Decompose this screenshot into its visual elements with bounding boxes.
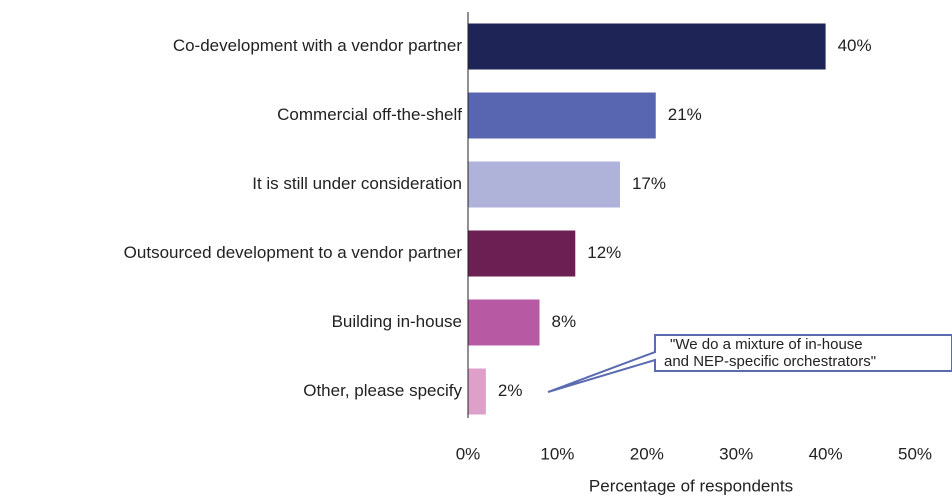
bar xyxy=(468,230,576,277)
x-tick-label: 40% xyxy=(809,444,843,463)
x-tick-label: 30% xyxy=(719,444,753,463)
value-label: 8% xyxy=(552,312,577,331)
value-label: 17% xyxy=(632,174,666,193)
y-tick-label: Co-development with a vendor partner xyxy=(173,36,462,55)
y-tick-label: Commercial off-the-shelf xyxy=(277,105,462,124)
bar xyxy=(468,92,656,139)
value-label: 21% xyxy=(668,105,702,124)
value-label: 40% xyxy=(838,36,872,55)
bar xyxy=(468,368,486,415)
y-tick-label: It is still under consideration xyxy=(252,174,462,193)
y-tick-label: Other, please specify xyxy=(303,381,462,400)
y-tick-label: Building in-house xyxy=(332,312,462,331)
annotation-line: "We do a mixture of in-house xyxy=(670,336,863,353)
bar xyxy=(468,299,540,346)
x-axis-title: Percentage of respondents xyxy=(589,476,793,495)
annotation-line: and NEP-specific orchestrators" xyxy=(664,353,876,370)
y-tick-label: Outsourced development to a vendor partn… xyxy=(124,243,463,262)
callout-box xyxy=(547,334,952,393)
callout: "We do a mixture of in-house and NEP-spe… xyxy=(547,334,952,393)
x-tick-label: 10% xyxy=(540,444,574,463)
value-label: 2% xyxy=(498,381,523,400)
x-tick-label: 20% xyxy=(630,444,664,463)
value-label: 12% xyxy=(587,243,621,262)
bar xyxy=(468,161,620,208)
x-tick-label: 0% xyxy=(456,444,481,463)
x-tick-label: 50% xyxy=(898,444,932,463)
bar xyxy=(468,23,826,70)
